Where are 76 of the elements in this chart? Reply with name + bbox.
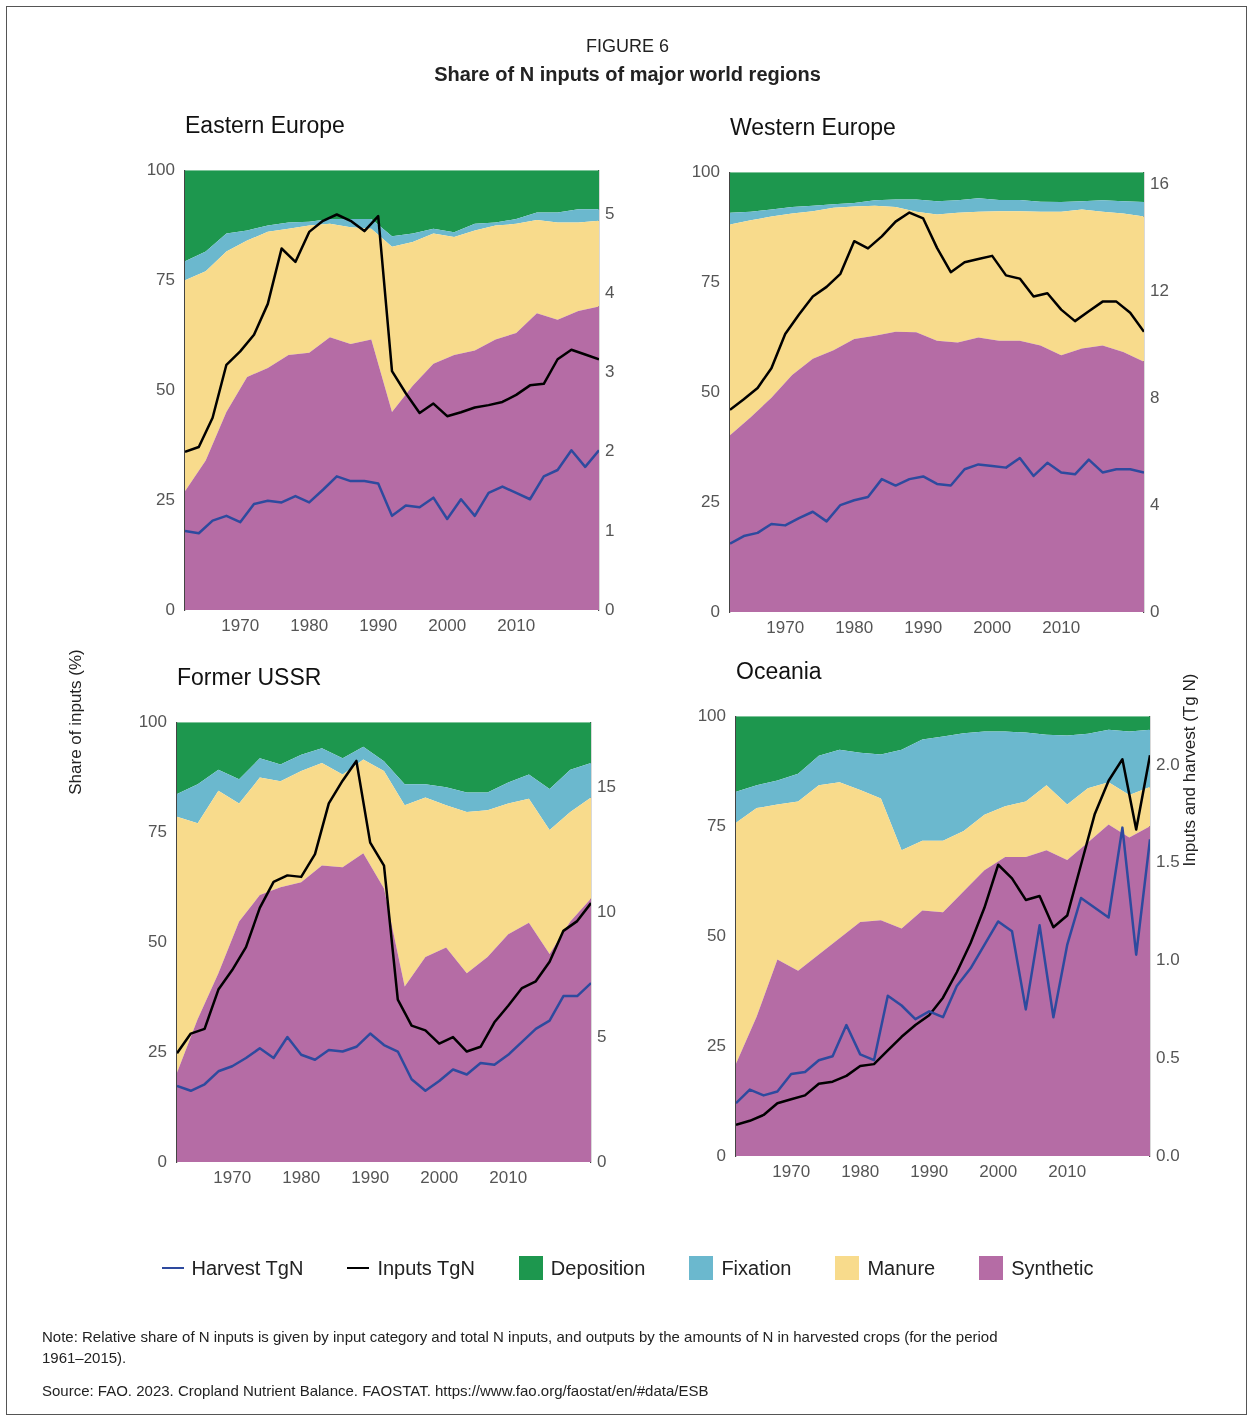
y2-tick-label: 1.5 — [1156, 852, 1180, 872]
x-tick-label: 2000 — [428, 615, 467, 635]
y2-tick-label: 10 — [597, 901, 616, 921]
x-tick-label: 2010 — [497, 615, 536, 635]
y-tick-label: 25 — [156, 489, 175, 509]
y2-tick-label: 1 — [605, 520, 615, 540]
x-tick-label: 1970 — [213, 1167, 252, 1187]
y2-tick-label: 16 — [1150, 173, 1169, 193]
chart-title: Oceania — [736, 658, 822, 685]
text: Note: Relative share of N inputs is given by input category and total N inputs, and outputs by the amounts of N in harvested crops (for the period 1961–2015). — [42, 1327, 999, 1368]
y-tick-label: 100 — [697, 705, 726, 725]
source-note: Source: FAO. 2023. Cropland Nutrient Balance. FAOSTAT. https://www.fao.org/faostat/en/#data/ESB — [42, 1381, 710, 1401]
legend-label: Fixation — [721, 1256, 792, 1280]
y2-tick-label: 0.5 — [1156, 1047, 1180, 1067]
y-tick-label: 100 — [138, 711, 167, 731]
legend-label: Inputs TgN — [377, 1256, 475, 1280]
x-tick-label: 2000 — [979, 1161, 1018, 1181]
y2-tick-label: 15 — [597, 776, 616, 796]
x-tick-label: 1990 — [359, 615, 398, 635]
y2-tick-label: 12 — [1150, 280, 1169, 300]
x-tick-label: 1970 — [221, 615, 260, 635]
y2-tick-label: 4 — [605, 283, 615, 303]
y2-axis-title: Inputs and harvest (Tg N) — [1180, 673, 1200, 867]
x-tick-label: 1980 — [290, 615, 329, 635]
y-tick-label: 0 — [165, 599, 175, 619]
y2-tick-label: 8 — [1150, 387, 1160, 407]
text: Share of N inputs of major world regions — [433, 63, 822, 86]
y-tick-label: 0 — [157, 1151, 167, 1171]
x-tick-label: 1980 — [841, 1161, 880, 1181]
legend-label: Synthetic — [1011, 1256, 1094, 1280]
x-tick-label: 2000 — [973, 617, 1012, 637]
y-tick-label: 100 — [691, 161, 720, 181]
legend-label: Manure — [867, 1256, 936, 1280]
chart-title: Former USSR — [177, 664, 322, 691]
y-tick-label: 25 — [707, 1035, 726, 1055]
legend-label: Deposition — [550, 1256, 646, 1280]
y2-tick-label: 5 — [605, 204, 615, 224]
x-tick-label: 1990 — [904, 617, 943, 637]
y-tick-label: 100 — [146, 159, 175, 179]
y-tick-label: 75 — [156, 269, 175, 289]
y2-tick-label: 4 — [1150, 494, 1160, 514]
x-tick-label: 1990 — [910, 1161, 949, 1181]
x-tick-label: 1980 — [282, 1167, 321, 1187]
y-tick-label: 25 — [701, 491, 720, 511]
y-tick-label: 50 — [156, 379, 175, 399]
x-tick-label: 2010 — [489, 1167, 528, 1187]
y-tick-label: 75 — [148, 821, 167, 841]
y2-tick-label: 2 — [605, 441, 615, 461]
x-tick-label: 2010 — [1048, 1161, 1087, 1181]
y-tick-label: 75 — [701, 271, 720, 291]
y2-tick-label: 5 — [597, 1026, 607, 1046]
x-tick-label: 2010 — [1042, 617, 1081, 637]
y-tick-label: 50 — [148, 931, 167, 951]
chart-title: Western Europe — [730, 114, 896, 141]
chart-title: Eastern Europe — [185, 112, 345, 139]
y-tick-label: 50 — [701, 381, 720, 401]
y2-tick-label: 3 — [605, 362, 615, 382]
y-tick-label: 0 — [710, 601, 720, 621]
y-tick-label: 25 — [148, 1041, 167, 1061]
y-axis-title: Share of inputs (%) — [66, 649, 86, 795]
x-tick-label: 1980 — [835, 617, 874, 637]
legend-label: Harvest TgN — [191, 1256, 304, 1280]
y2-tick-label: 0 — [1150, 601, 1160, 621]
y-tick-label: 50 — [707, 925, 726, 945]
x-tick-label: 2000 — [420, 1167, 459, 1187]
y2-tick-label: 0 — [605, 599, 615, 619]
x-tick-label: 1970 — [772, 1161, 811, 1181]
text: FIGURE 6 — [585, 36, 670, 57]
y2-tick-label: 0 — [597, 1151, 607, 1171]
y-tick-label: 0 — [716, 1145, 726, 1165]
x-tick-label: 1990 — [351, 1167, 390, 1187]
y2-tick-label: 2.0 — [1156, 754, 1180, 774]
y2-tick-label: 1.0 — [1156, 950, 1180, 970]
x-tick-label: 1970 — [766, 617, 805, 637]
y2-tick-label: 0.0 — [1156, 1145, 1180, 1165]
y-tick-label: 75 — [707, 815, 726, 835]
